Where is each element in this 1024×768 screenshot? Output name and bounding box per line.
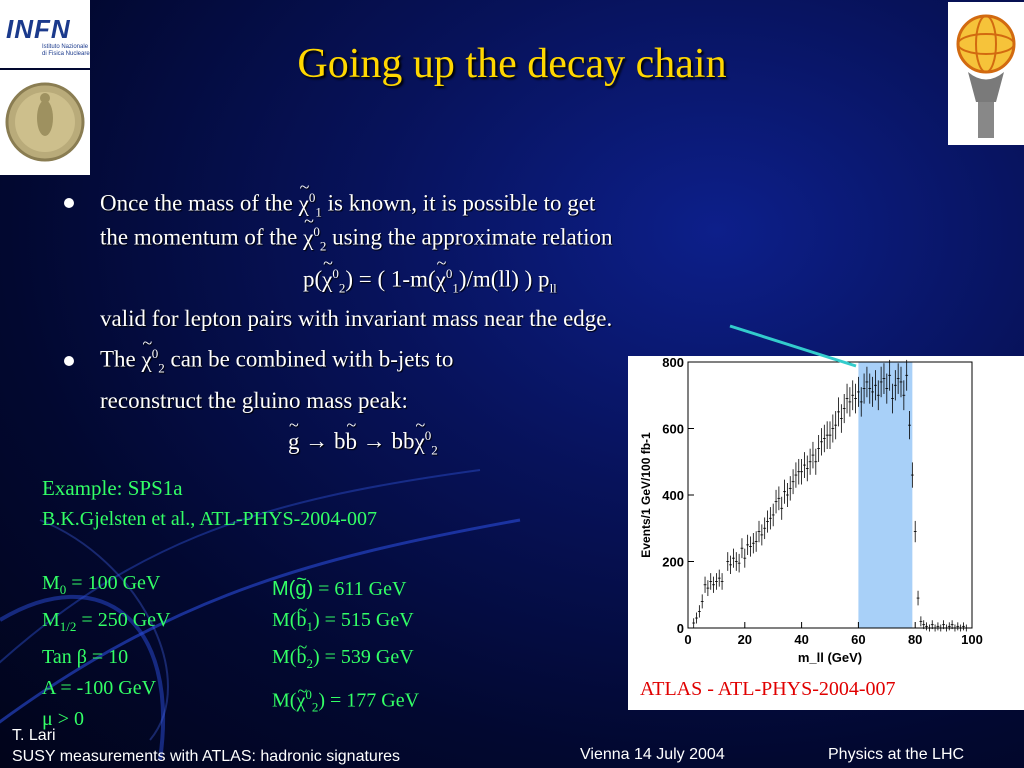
mll-plot: 0 20 40 60 80 100 0 200 400 600 800 m_ll (GeV) Event… — [639, 355, 983, 665]
y-tick-label: 200 — [662, 555, 684, 570]
momentum-formula: p(χ02) = ( 1-m(χ01)/m(ll) ) pll — [303, 266, 557, 296]
model-parameters: M0 = 100 GeV M1/2 = 250 GeV Tan β = 10 A… — [42, 568, 170, 735]
medal-logo — [0, 70, 90, 175]
x-tick-label: 40 — [794, 632, 808, 647]
param-tanb: Tan β = 10 — [42, 646, 129, 668]
bullet1-line2: the momentum of the χ02 using the approx… — [100, 224, 613, 254]
plot-frame — [687, 361, 973, 629]
sparticle-masses: M(g) = 611 GeV M(b1) = 515 GeV M(b2) = 5… — [272, 574, 419, 723]
footer-venue: Vienna 14 July 2004 — [580, 746, 725, 763]
mass-neutralino2: M(χ02) = 177 GeV — [272, 679, 419, 723]
y-tick-label: 600 — [662, 422, 684, 437]
example-title: Example: SPS1a — [42, 476, 183, 500]
y-tick-label: 0 — [677, 621, 684, 636]
bullet2-line1: The χ02 can be combined with b-jets to — [100, 346, 453, 376]
bullet-dot — [64, 198, 74, 208]
param-mu: μ > 0 — [42, 708, 85, 730]
x-tick-label: 0 — [684, 632, 691, 647]
param-m12: M1/2 = 250 GeV — [42, 609, 171, 634]
x-tick-label: 60 — [851, 632, 865, 647]
infn-logo-text: INFN — [6, 14, 71, 44]
plot-caption: ATLAS - ATL-PHYS-2004-007 — [640, 678, 896, 700]
bullet1-line1: Once the mass of the χ01 is known, it is… — [100, 190, 595, 220]
decay-chain: g → bb → bbχ02 — [288, 428, 438, 458]
bullet1-line3: valid for lepton pairs with invariant ma… — [100, 306, 613, 331]
infn-logo-subtitle: Istituto Nazionale di Fisica Nucleare — [42, 44, 90, 57]
y-axis-label: Events/1 GeV/100 fb-1 — [639, 432, 653, 558]
bullet2-line2: reconstruct the gluino mass peak: — [100, 388, 408, 413]
bullet-dot — [64, 356, 74, 366]
x-tick-label: 80 — [908, 632, 922, 647]
mass-sbottom2: M(b2) = 539 GeV — [272, 642, 419, 679]
x-tick-label: 20 — [738, 632, 752, 647]
footer-author: T. Lari — [12, 727, 56, 744]
infn-logo: INFN Istituto Nazionale di Fisica Nuclea… — [0, 0, 90, 68]
mass-gluino: M(g) = 611 GeV — [272, 574, 419, 605]
highlight-band — [858, 362, 913, 628]
y-tick-label: 800 — [662, 356, 684, 370]
x-axis-label: m_ll (GeV) — [798, 650, 862, 665]
x-tick-label: 100 — [961, 632, 983, 647]
footer-talk-title: SUSY measurements with ATLAS: hadronic s… — [12, 748, 401, 765]
mll-plot-panel: 0 20 40 60 80 100 0 200 400 600 800 m_ll (GeV) Event… — [628, 355, 1024, 710]
atlas-logo — [948, 2, 1024, 145]
y-tick-label: 400 — [662, 488, 684, 503]
page-title: Going up the decay chain — [297, 41, 727, 87]
param-a: A = -100 GeV — [42, 677, 157, 699]
example-reference: B.K.Gjelsten et al., ATL-PHYS-2004-007 — [42, 508, 377, 530]
param-m0: M0 = 100 GeV — [42, 572, 161, 597]
mass-sbottom1: M(b1) = 515 GeV — [272, 605, 419, 642]
footer-conference: Physics at the LHC — [828, 746, 965, 763]
